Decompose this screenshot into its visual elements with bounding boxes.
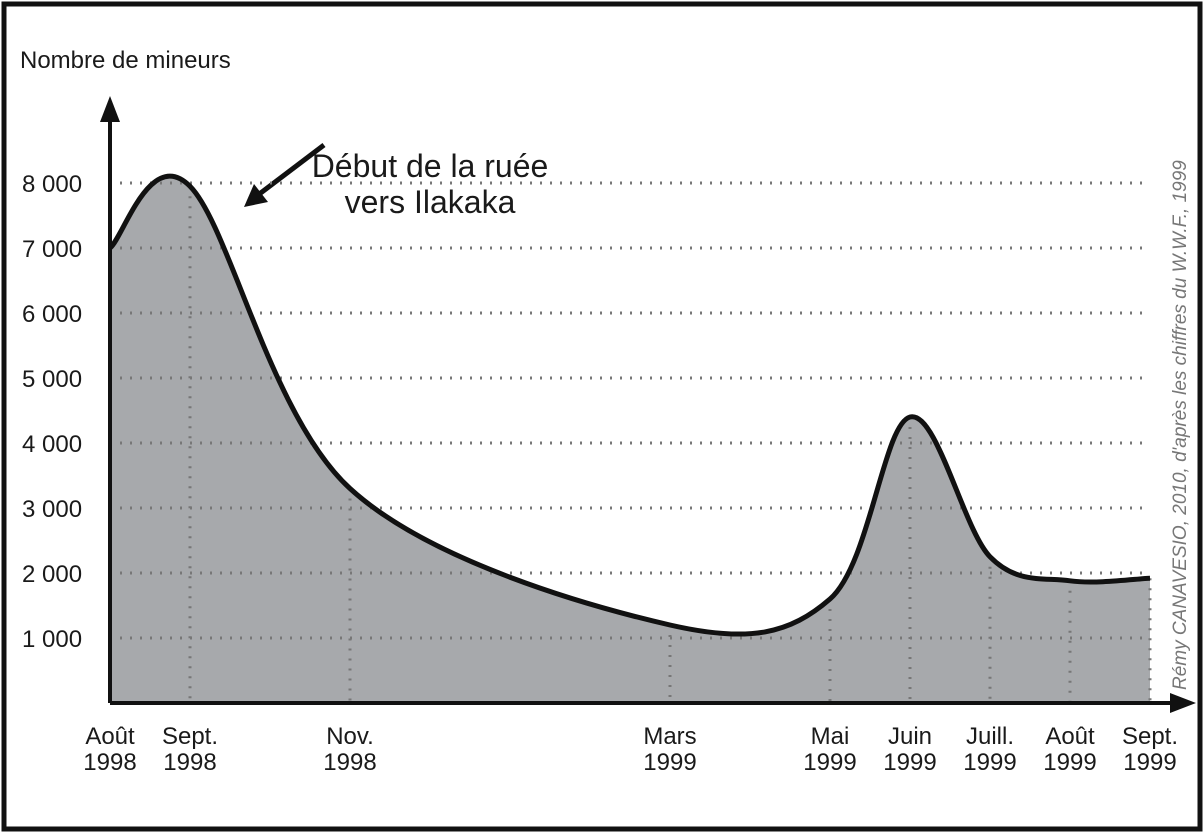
annotation: Début de la ruée vers Ilakaka — [312, 148, 549, 220]
y-tick-label: 7 000 — [22, 236, 82, 263]
x-tick-label: Sept. 1999 — [1122, 723, 1178, 776]
area — [110, 176, 1150, 703]
x-tick-label: Août 1998 — [83, 723, 136, 776]
x-tick-label: Mai 1999 — [803, 723, 856, 776]
y-axis-arrow — [100, 96, 120, 122]
annotation-arrow — [244, 143, 326, 207]
x-tick-label: Juin 1999 — [883, 723, 936, 776]
y-tick-label: 1 000 — [22, 626, 82, 653]
line — [108, 173, 1151, 637]
x-tick-label: Sept. 1998 — [162, 723, 218, 776]
x-axis-arrow — [1170, 693, 1196, 713]
y-tick-label: 8 000 — [22, 171, 82, 198]
y-tick-label: 6 000 — [22, 301, 82, 328]
y-tick-label: 3 000 — [22, 496, 82, 523]
x-tick-label: Août 1999 — [1043, 723, 1096, 776]
y-axis-label: Nombre de mineurs — [20, 47, 231, 74]
y-tick-label: 2 000 — [22, 561, 82, 588]
source: Rémy CANAVESIO, 2010, d'après les chiffr… — [1170, 160, 1191, 690]
x-tick-label: Mars 1999 — [643, 723, 696, 776]
x-tick-label: Juill. 1999 — [963, 723, 1016, 776]
y-tick-label: 4 000 — [22, 431, 82, 458]
y-tick-label: 5 000 — [22, 366, 82, 393]
x-tick-label: Nov. 1998 — [323, 723, 376, 776]
